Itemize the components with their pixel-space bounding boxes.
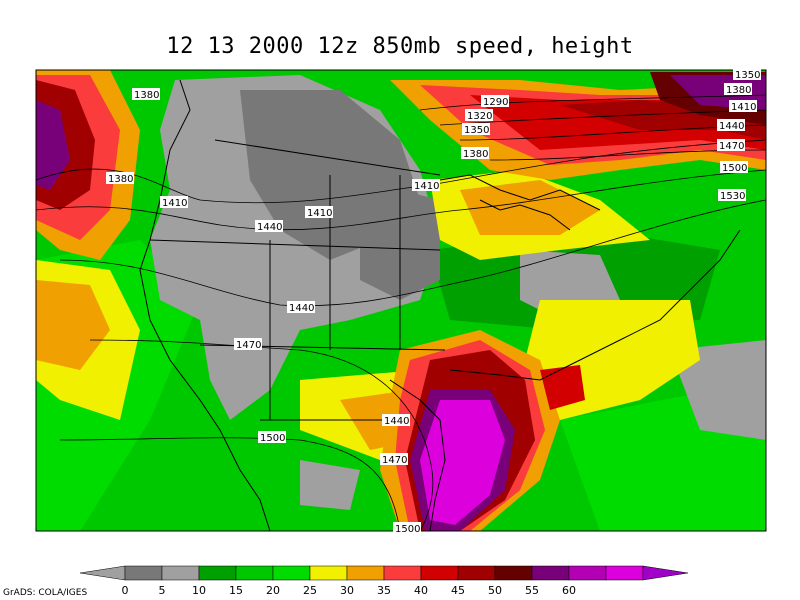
colorbar-tick-label: 55 <box>525 584 539 597</box>
contour-label: 1470 <box>382 455 407 466</box>
colorbar-tick-label: 15 <box>229 584 243 597</box>
colorbar-tick-label: 60 <box>562 584 576 597</box>
contour-label: 1440 <box>289 303 314 314</box>
contour-label: 1500 <box>722 163 747 174</box>
colorbar-bin <box>272 565 311 581</box>
colorbar-tick-label: 25 <box>303 584 317 597</box>
colorbar-bin <box>457 565 496 581</box>
colorbar-bin <box>568 565 607 581</box>
colorbar-high-arrow <box>642 565 689 581</box>
colorbar-tick-label: 10 <box>192 584 206 597</box>
contour-label: 1470 <box>719 141 744 152</box>
map-title: 12 13 2000 12z 850mb speed, height <box>166 34 634 59</box>
contour-label: 1380 <box>134 90 159 101</box>
speed-field <box>36 70 766 531</box>
colorbar-tick-label: 45 <box>451 584 465 597</box>
colorbar: 0 5 10 15 20 25 30 35 40 45 50 55 60 <box>79 565 689 597</box>
contour-label: 1530 <box>720 191 745 202</box>
contour-label: 1350 <box>735 70 760 81</box>
contour-label: 1410 <box>731 102 756 113</box>
colorbar-tick-label: 40 <box>414 584 428 597</box>
contour-label: 1440 <box>384 416 409 427</box>
contour-label: 1500 <box>260 433 285 444</box>
coastlines <box>139 79 741 531</box>
height-contours <box>36 94 766 531</box>
colorbar-tick-label: 35 <box>377 584 391 597</box>
contour-label: 1350 <box>464 125 489 136</box>
contour-label: 1380 <box>108 174 133 185</box>
colorbar-bin <box>346 565 385 581</box>
colorbar-tick-label: 20 <box>266 584 280 597</box>
contour-label: 1440 <box>719 121 744 132</box>
colorbar-tick-label: 0 <box>122 584 129 597</box>
colorbar-tick-label: 50 <box>488 584 502 597</box>
colorbar-bin <box>420 565 459 581</box>
colorbar-tick-label: 5 <box>159 584 166 597</box>
colorbar-bin <box>124 565 163 581</box>
footer-credit: GrADS: COLA/IGES <box>3 588 88 598</box>
contour-label: 1410 <box>307 208 332 219</box>
contour-label: 1380 <box>726 85 751 96</box>
contour-label: 1500 <box>395 524 420 535</box>
contour-label: 1290 <box>483 97 508 108</box>
colorbar-low-arrow <box>79 565 126 581</box>
colorbar-bin <box>531 565 570 581</box>
colorbar-bin <box>494 565 533 581</box>
colorbar-bin <box>235 565 274 581</box>
colorbar-bin <box>383 565 422 581</box>
contour-label: 1410 <box>414 181 439 192</box>
contour-label: 1410 <box>162 198 187 209</box>
contour-label: 1320 <box>467 111 492 122</box>
contour-label: 1380 <box>463 149 488 160</box>
colorbar-bin <box>161 565 200 581</box>
contour-labels: 1380 1380 1410 1440 1410 1440 1470 1440 … <box>106 68 761 535</box>
colorbar-bin <box>309 565 348 581</box>
colorbar-tick-label: 30 <box>340 584 354 597</box>
contour-label: 1440 <box>257 222 282 233</box>
contour-label: 1470 <box>236 340 261 351</box>
colorbar-bin <box>605 565 644 581</box>
colorbar-bin <box>198 565 237 581</box>
